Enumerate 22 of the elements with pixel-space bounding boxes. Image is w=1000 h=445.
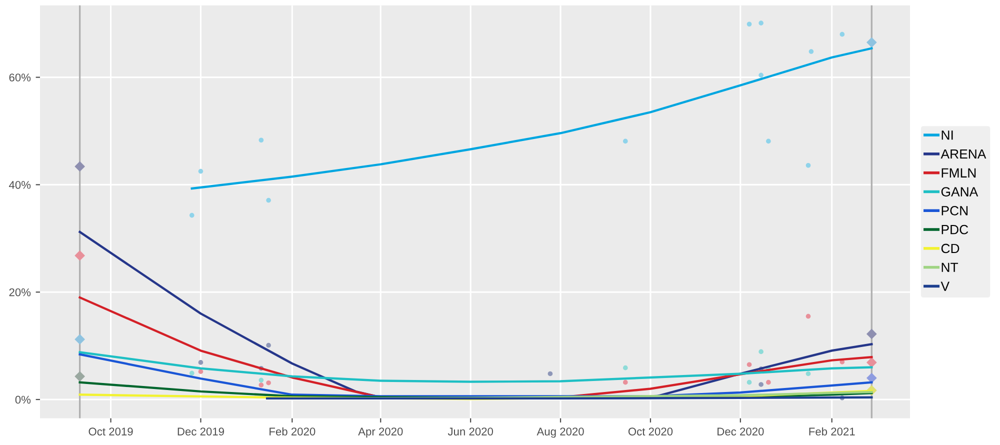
legend-label: NT — [942, 262, 958, 272]
legend-label: GANA — [941, 187, 978, 196]
x-tick-label: Oct 2020 — [628, 428, 673, 436]
x-tick-label: Aug 2020 — [536, 428, 584, 438]
legend-label: PCN — [942, 206, 968, 216]
x-tick-label: Apr 2020 — [358, 428, 403, 438]
y-tick-label: 40% — [8, 180, 31, 189]
y-tick-label: 0% — [15, 396, 31, 404]
legend-label: ARENA — [940, 149, 986, 159]
x-tick-label: Oct 2019 — [88, 428, 133, 436]
legend-label: NI — [942, 130, 953, 140]
legend-label: FMLN — [942, 168, 976, 178]
y-tick-label: 60% — [9, 74, 31, 82]
legend-label: CD — [941, 244, 960, 254]
x-tick-label: Dec 2019 — [178, 428, 224, 436]
legend-label: PDC — [942, 224, 968, 234]
x-tick-label: Feb 2021 — [809, 427, 855, 436]
legend-label: V — [940, 282, 950, 291]
y-tick-label: 20% — [9, 288, 31, 296]
x-tick-label: Jun 2020 — [448, 428, 494, 436]
x-tick-label: Feb 2020 — [270, 427, 316, 436]
x-tick-label: Dec 2020 — [718, 428, 764, 436]
